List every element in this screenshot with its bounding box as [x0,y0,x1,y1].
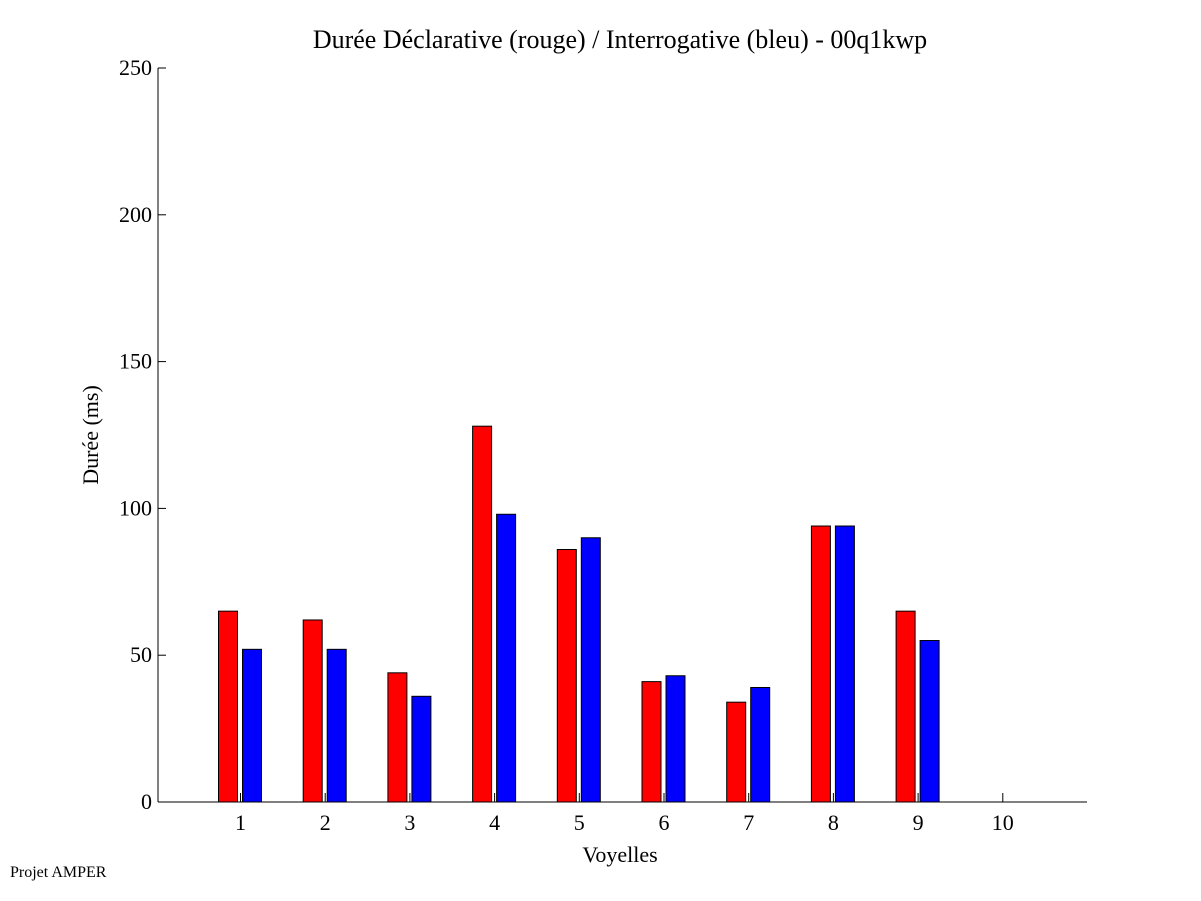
bar-blue-9 [919,640,940,803]
bar-red-8 [810,525,831,803]
y-tick-label: 100 [119,495,152,520]
bar-blue-7 [750,686,771,803]
bar-red-5 [556,549,577,803]
x-tick-label: 9 [913,810,924,835]
x-tick-label: 1 [235,810,246,835]
bar-red-2 [302,619,323,803]
bar-red-4 [472,425,493,803]
chart-title: Durée Déclarative (rouge) / Interrogativ… [313,25,927,54]
bar-blue-8 [834,525,855,803]
bar-red-9 [895,610,916,803]
x-tick-label: 8 [828,810,839,835]
y-tick-label: 0 [141,789,152,814]
x-tick-label: 4 [489,810,500,835]
chart-bars [218,425,940,803]
bar-blue-2 [326,648,347,803]
chart-axes [157,68,1087,803]
y-tick-label: 50 [130,642,152,667]
x-axis-label: Voyelles [582,842,657,867]
bar-red-1 [218,610,238,803]
chart-ticks: 0 50 100 150 200 250 1 2 3 4 5 6 7 8 9 10 [119,55,1014,835]
footer-note: Projet AMPER [10,864,107,881]
x-tick-label: 2 [320,810,331,835]
bar-blue-5 [580,537,601,803]
x-tick-label: 3 [404,810,415,835]
bar-blue-6 [665,675,686,803]
x-tick-label: 5 [574,810,585,835]
bar-blue-1 [242,648,262,803]
bar-red-7 [726,701,747,803]
x-tick-label: 6 [659,810,670,835]
x-tick-label: 7 [743,810,754,835]
bar-blue-3 [411,695,432,803]
bar-red-3 [387,672,408,803]
y-tick-label: 200 [119,202,152,227]
y-axis-label: Durée (ms) [78,385,103,485]
y-tick-label: 150 [119,349,152,374]
bar-red-6 [641,681,662,803]
x-tick-label: 10 [992,810,1014,835]
bar-blue-4 [496,513,517,803]
y-tick-label: 250 [119,55,152,80]
